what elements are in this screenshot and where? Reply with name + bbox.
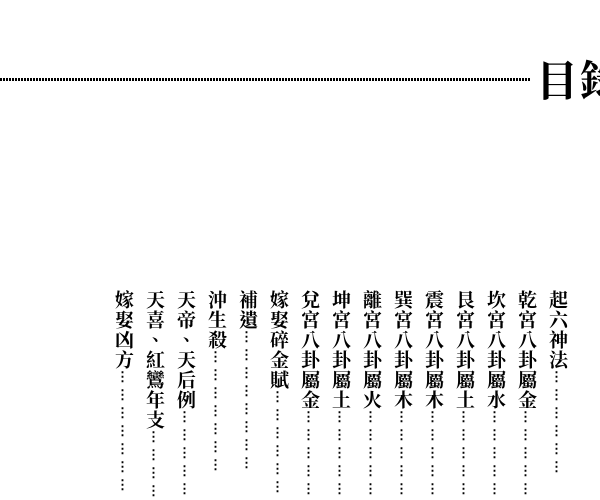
toc-entry-label: 沖生殺: [204, 290, 231, 350]
toc-entry-label: 天喜、紅鸞年支: [142, 290, 169, 430]
toc-leader-dots: ⋮⋮⋮⋮⋮⋮⋮⋮: [242, 330, 255, 474]
toc-leader-dots: ⋮⋮⋮⋮⋮: [149, 430, 162, 500]
toc-entry: 天喜、紅鸞年支⋮⋮⋮⋮⋮: [146, 290, 165, 500]
toc-entry: 乾宮八卦屬金⋮⋮⋮⋮⋮: [518, 290, 537, 500]
toc-entry: 兌宮八卦屬金⋮⋮⋮⋮⋮: [301, 290, 320, 500]
toc-entry-label: 嫁娶凶方: [115, 290, 138, 370]
toc-leader-dots: ⋮⋮⋮⋮⋮⋮⋮: [118, 370, 131, 496]
toc-entry-label: 震宮八卦屬木: [421, 290, 448, 410]
toc-entry: 離宮八卦屬火⋮⋮⋮⋮⋮: [363, 290, 382, 500]
toc-leader-dots: ⋮⋮⋮⋮⋮: [335, 410, 348, 500]
toc-leader-dots: ⋮⋮⋮⋮⋮: [366, 410, 379, 500]
page-title: 目錄: [536, 58, 600, 100]
toc-entry-label: 補遺: [235, 290, 262, 330]
toc-entry: 嫁娶凶方⋮⋮⋮⋮⋮⋮⋮: [115, 290, 134, 496]
toc-entry: 巽宮八卦屬木⋮⋮⋮⋮⋮: [394, 290, 413, 500]
toc-entry-label: 艮宮八卦屬土: [452, 290, 479, 410]
toc-entry: 艮宮八卦屬土⋮⋮⋮⋮⋮: [456, 290, 475, 500]
toc-leader-dots: ⋮⋮⋮⋮⋮: [490, 410, 503, 500]
toc-entry: 坎宮八卦屬水⋮⋮⋮⋮⋮: [487, 290, 506, 500]
toc-entry: 嫁娶碎金賦⋮⋮⋮⋮⋮⋮: [270, 290, 289, 498]
toc-entry-label: 坤宮八卦屬土: [328, 290, 355, 410]
page-header: 目錄: [0, 58, 600, 100]
toc-entry: 震宮八卦屬木⋮⋮⋮⋮⋮: [425, 290, 444, 500]
toc-entry-label: 兌宮八卦屬金: [297, 290, 324, 410]
toc-entry: 起六神法⋮⋮⋮⋮⋮⋮: [549, 290, 568, 478]
toc-leader-dots: ⋮⋮⋮⋮⋮⋮: [552, 370, 565, 478]
toc-leader-dots: ⋮⋮⋮⋮⋮⋮⋮: [211, 350, 224, 476]
toc-entry: 沖生殺⋮⋮⋮⋮⋮⋮⋮: [208, 290, 227, 476]
toc-leader-dots: ⋮⋮⋮⋮⋮: [397, 410, 410, 500]
toc-leader-dots: ⋮⋮⋮⋮⋮: [428, 410, 441, 500]
toc-entry-label: 巽宮八卦屬木: [390, 290, 417, 410]
toc-leader-dots: ⋮⋮⋮⋮⋮: [459, 410, 472, 500]
toc-entry-label: 嫁娶碎金賦: [266, 290, 293, 390]
table-of-contents: 起六神法⋮⋮⋮⋮⋮⋮乾宮八卦屬金⋮⋮⋮⋮⋮坎宮八卦屬水⋮⋮⋮⋮⋮艮宮八卦屬土⋮⋮…: [115, 290, 568, 500]
toc-entry-label: 起六神法: [545, 290, 568, 370]
toc-entry-label: 天帝、天后例: [173, 290, 200, 410]
toc-leader-dots: ⋮⋮⋮⋮⋮⋮: [273, 390, 286, 498]
toc-leader-dots: ⋮⋮⋮⋮⋮: [304, 410, 317, 500]
toc-entry: 天帝、天后例⋮⋮⋮⋮⋮⋮: [177, 290, 196, 500]
toc-leader-dots: ⋮⋮⋮⋮⋮: [521, 410, 534, 500]
toc-entry-label: 坎宮八卦屬水: [483, 290, 510, 410]
toc-entry: 坤宮八卦屬土⋮⋮⋮⋮⋮: [332, 290, 351, 500]
header-divider-line: [0, 78, 530, 81]
toc-entry-label: 乾宮八卦屬金: [514, 290, 541, 410]
toc-leader-dots: ⋮⋮⋮⋮⋮⋮: [180, 410, 193, 500]
toc-entry-label: 離宮八卦屬火: [359, 290, 386, 410]
toc-entry: 補遺⋮⋮⋮⋮⋮⋮⋮⋮: [239, 290, 258, 474]
